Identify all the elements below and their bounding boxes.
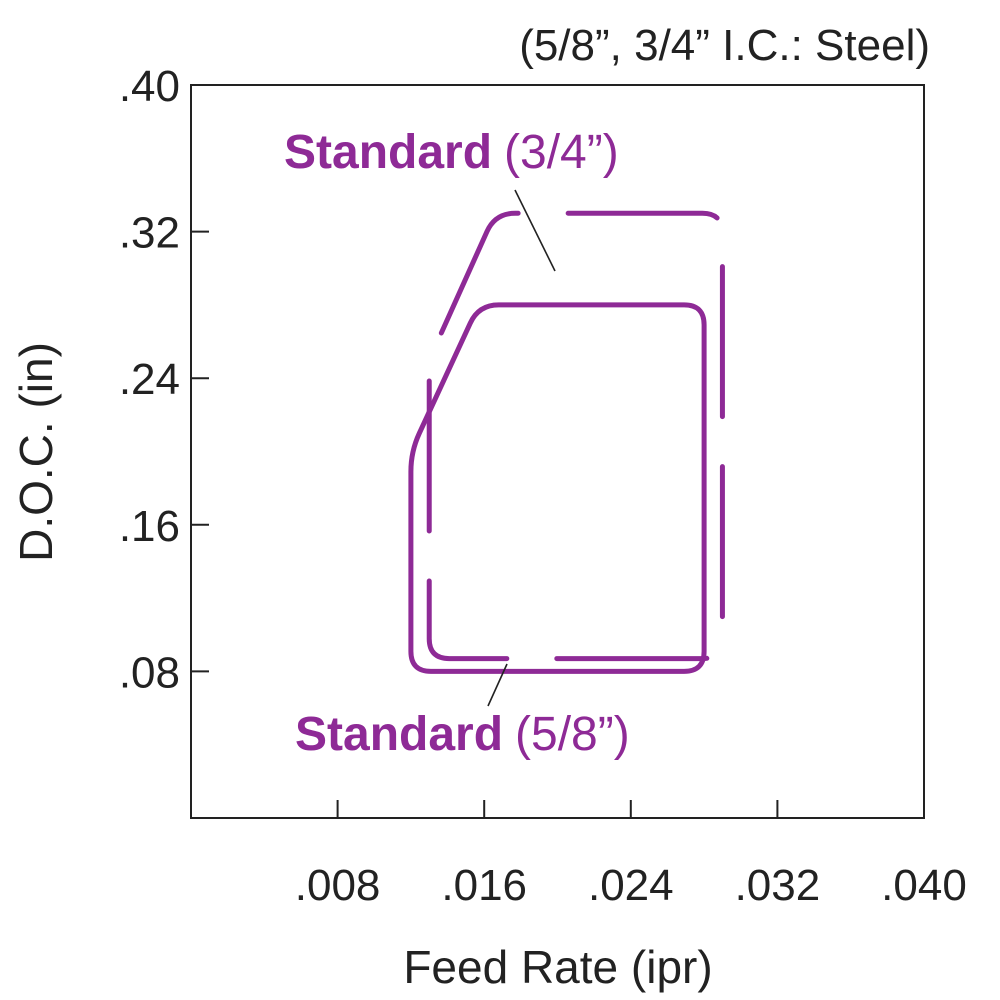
leader-line-5-8 xyxy=(487,663,508,707)
series-outline-solid xyxy=(408,302,707,674)
series-label-5-8: Standard (5/8”) xyxy=(295,708,630,761)
series-label-size: (5/8”) xyxy=(515,708,630,761)
y-tick-label: .08 xyxy=(119,648,180,697)
leader-line-3-4 xyxy=(514,189,556,272)
y-axis-label: D.O.C. (in) xyxy=(10,342,62,562)
x-tick-label: .016 xyxy=(441,861,527,910)
x-axis: .008 .016 .024 .032 .040 xyxy=(295,800,967,910)
series-label-bold: Standard xyxy=(295,708,503,761)
x-tick-label: .008 xyxy=(295,861,381,910)
series-label-3-4: Standard (3/4”) xyxy=(284,126,619,179)
y-tick-label: .16 xyxy=(119,502,180,551)
plot-frame xyxy=(190,84,925,819)
x-tick-label: .024 xyxy=(588,861,674,910)
series-outline-dashed xyxy=(426,210,725,662)
series-label-bold: Standard xyxy=(284,126,492,179)
y-tick-label: .40 xyxy=(119,62,180,111)
series-label-size: (3/4”) xyxy=(504,126,619,179)
y-tick-label: .24 xyxy=(119,355,180,404)
y-tick-label: .32 xyxy=(119,209,180,258)
chart-title: (5/8”, 3/4” I.C.: Steel) xyxy=(519,21,930,70)
y-axis: .40 .32 .24 .16 .08 xyxy=(119,62,209,697)
x-tick-label: .040 xyxy=(881,861,967,910)
x-axis-label: Feed Rate (ipr) xyxy=(403,941,712,993)
x-tick-label: .032 xyxy=(735,861,821,910)
